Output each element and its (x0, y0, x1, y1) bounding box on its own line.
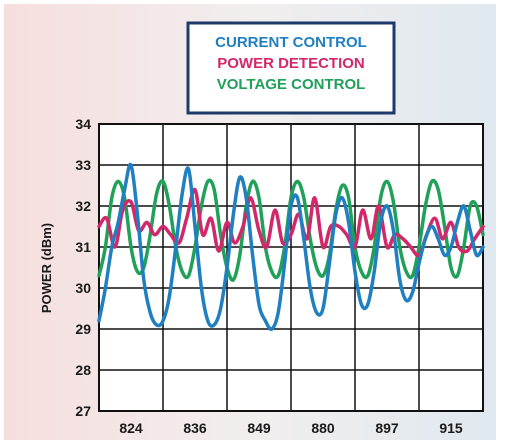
legend-entry-voltage-control: VOLTAGE CONTROL (217, 76, 366, 93)
y-tick-label: 28 (75, 362, 91, 378)
x-tick-label: 849 (247, 420, 271, 436)
x-tick-labels: 824 836 849 880 897 915 (119, 420, 463, 436)
y-tick-label: 30 (75, 280, 91, 296)
legend-box (186, 21, 396, 115)
x-tick-label: 897 (375, 420, 399, 436)
series-line-current-control (97, 162, 485, 331)
x-tick-label: 824 (119, 420, 143, 436)
series-line-power-detection (97, 187, 485, 258)
legend-entry-power-detection: POWER DETECTION (217, 55, 365, 72)
y-tick-label: 31 (75, 239, 91, 255)
legend: CURRENT CONTROL POWER DETECTION VOLTAGE … (186, 21, 396, 115)
y-tick-label: 27 (75, 403, 91, 419)
legend-entry-current-control: CURRENT CONTROL (215, 34, 367, 51)
x-tick-label: 915 (439, 420, 463, 436)
y-tick-label: 32 (75, 198, 91, 214)
y-tick-label: 29 (75, 321, 91, 337)
x-tick-label: 880 (311, 420, 335, 436)
y-tick-label: 34 (75, 116, 91, 132)
x-tick-label: 836 (183, 420, 207, 436)
y-tick-labels: 27 28 29 30 31 32 33 34 (75, 116, 91, 419)
series-lines (97, 162, 485, 331)
y-tick-label: 33 (75, 157, 91, 173)
y-axis-label: POWER (dBm) (39, 223, 54, 313)
series-line-voltage-control (97, 178, 485, 282)
